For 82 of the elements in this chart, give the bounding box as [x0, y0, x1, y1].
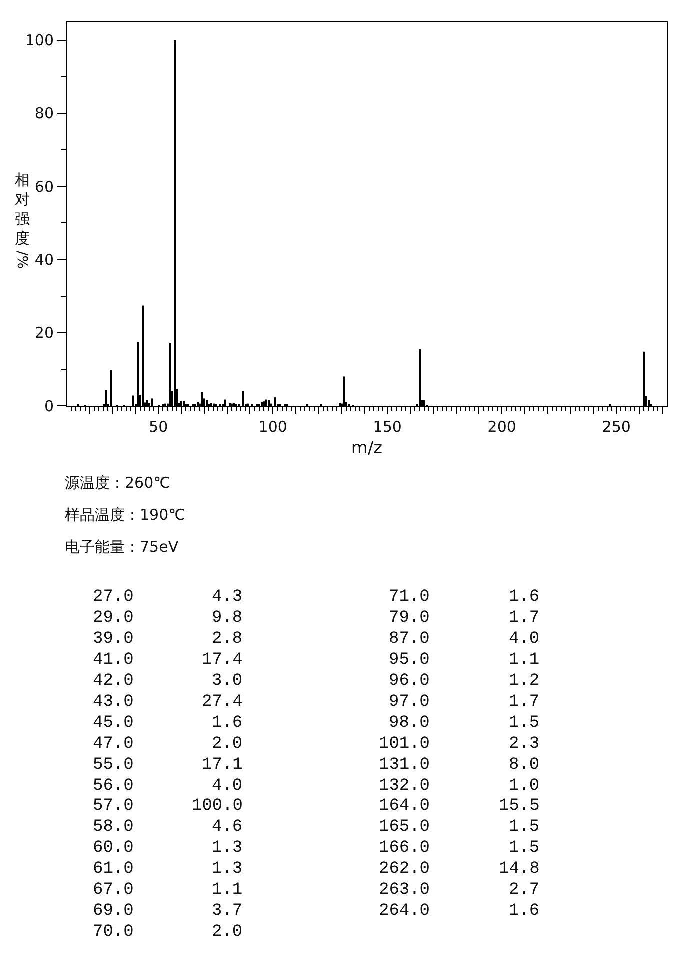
category-label: 41.0 — [93, 651, 134, 670]
x-tick-label: 150 — [373, 418, 402, 436]
y-axis-title: 相对强度/% — [14, 171, 30, 270]
data-label: 2.7 — [509, 881, 540, 900]
category-label: 262.0 — [379, 860, 430, 879]
category-label: 70.0 — [93, 923, 134, 942]
data-label: 1.5 — [509, 714, 540, 733]
data-label: 27.4 — [202, 693, 243, 712]
data-label: 17.4 — [202, 651, 243, 670]
data-label: 3.7 — [212, 902, 243, 921]
y-tick-label: 40 — [34, 250, 54, 269]
data-label: 2.0 — [212, 735, 243, 754]
category-label: 164.0 — [379, 797, 430, 816]
category-label: 96.0 — [389, 672, 430, 691]
data-label: 17.1 — [202, 756, 243, 775]
category-label: 69.0 — [93, 902, 134, 921]
data-label: 15.5 — [499, 797, 540, 816]
x-tick-label: 200 — [488, 418, 516, 436]
y-tick-label: 0 — [44, 397, 54, 416]
category-label: 58.0 — [93, 818, 134, 837]
category-label: 60.0 — [93, 839, 134, 858]
data-label: 2.0 — [212, 923, 243, 942]
category-label: 95.0 — [389, 651, 430, 670]
category-label: 45.0 — [93, 714, 134, 733]
x-tick-label: 100 — [258, 418, 288, 436]
category-label: 43.0 — [93, 693, 134, 712]
data-label: 8.0 — [509, 756, 540, 775]
category-label: 87.0 — [389, 630, 430, 649]
data-label: 1.5 — [509, 818, 540, 837]
category-label: 131.0 — [379, 756, 430, 775]
category-label: 56.0 — [93, 777, 134, 796]
y-tick-label: 60 — [34, 178, 54, 196]
x-tick-label: 50 — [149, 418, 168, 436]
data-label: 1.3 — [212, 839, 243, 858]
data-label: 1.7 — [509, 693, 540, 712]
data-label: 1.5 — [509, 839, 540, 858]
category-label: 98.0 — [389, 714, 430, 733]
category-label: 61.0 — [93, 860, 134, 879]
y-tick-label: 80 — [34, 104, 54, 123]
category-label: 71.0 — [389, 588, 430, 607]
category-label: 97.0 — [389, 693, 430, 712]
category-label: 29.0 — [93, 609, 134, 628]
category-label: 264.0 — [379, 902, 430, 921]
category-label: 165.0 — [379, 818, 430, 837]
data-label: 4.6 — [212, 818, 243, 837]
text: 源温度：260℃ — [65, 474, 170, 492]
category-label: 27.0 — [93, 588, 134, 607]
category-label: 57.0 — [93, 797, 134, 816]
category-label: 55.0 — [93, 756, 134, 775]
data-label: 1.1 — [212, 881, 243, 900]
data-label: 1.7 — [509, 609, 540, 628]
y-tick-label: 20 — [34, 324, 54, 342]
data-label: 1.6 — [509, 902, 540, 921]
data-label: 4.0 — [212, 777, 243, 796]
category-label: 166.0 — [379, 839, 430, 858]
category-label: 47.0 — [93, 735, 134, 754]
data-label: 9.8 — [212, 609, 243, 628]
data-label: 1.3 — [212, 860, 243, 879]
data-label: 4.3 — [212, 588, 243, 607]
data-label: 100.0 — [192, 797, 244, 816]
category-label: 39.0 — [93, 630, 134, 649]
category-label: 42.0 — [93, 672, 134, 691]
y-tick-label: 100 — [25, 32, 54, 50]
text: 样品温度：190℃ — [65, 506, 186, 524]
x-axis-title: m/z — [351, 438, 383, 458]
data-label: 1.0 — [509, 777, 540, 796]
data-label: 1.1 — [509, 651, 540, 670]
data-label: 1.2 — [509, 672, 540, 691]
data-label: 1.6 — [509, 588, 540, 607]
data-label: 2.3 — [509, 735, 540, 754]
category-label: 67.0 — [93, 881, 134, 900]
data-label: 2.8 — [212, 630, 243, 649]
category-label: 132.0 — [379, 777, 430, 796]
data-label: 14.8 — [499, 860, 540, 879]
data-label: 1.6 — [212, 714, 243, 733]
data-label: 3.0 — [212, 672, 243, 691]
data-label: 4.0 — [509, 630, 540, 649]
x-tick-label: 250 — [602, 418, 631, 436]
text: 电子能量：75eV — [65, 538, 180, 556]
category-label: 79.0 — [389, 609, 430, 628]
category-label: 101.0 — [379, 735, 430, 754]
category-label: 263.0 — [379, 881, 430, 900]
